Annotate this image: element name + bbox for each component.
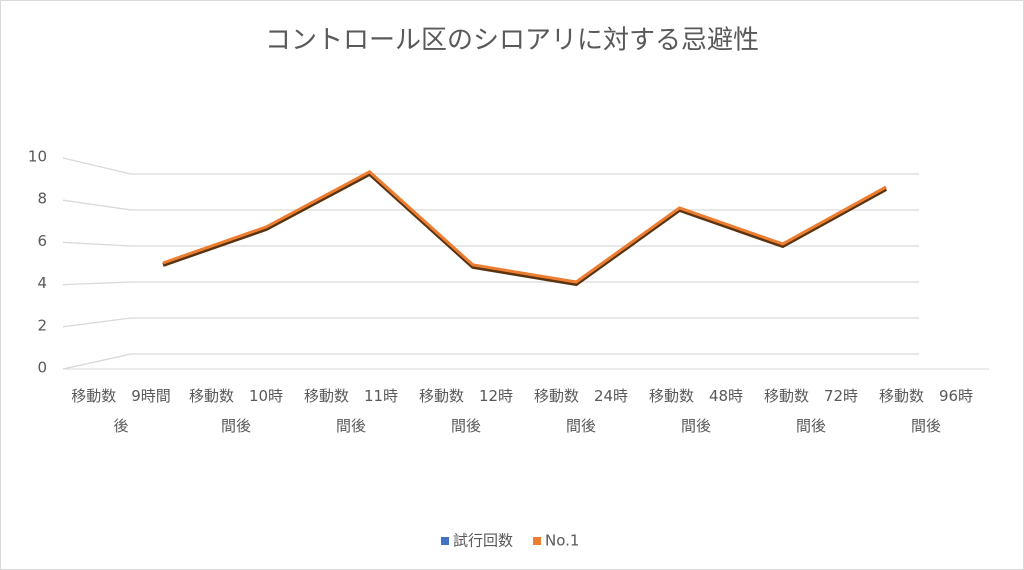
- x-tick-label: 移動数 72時間後: [763, 387, 859, 435]
- line-shadow: [162, 171, 888, 287]
- legend-label: 試行回数: [453, 532, 513, 550]
- grid-line: [62, 199, 919, 211]
- y-tick-label: 4: [37, 274, 47, 292]
- y-tick-label: 8: [37, 190, 47, 208]
- y-tick-label: 6: [37, 232, 47, 250]
- x-tick-label: 移動数 24時間後: [533, 387, 629, 435]
- legend-label: No.1: [545, 532, 579, 550]
- legend-swatch: [441, 537, 449, 545]
- x-tick-label: 移動数 48時間後: [648, 387, 744, 435]
- x-tick-label: 移動数 9時間後: [71, 387, 171, 435]
- chart-title: コントロール区のシロアリに対する忌避性: [265, 26, 759, 56]
- x-tick-label: 移動数 12時間後: [418, 387, 514, 435]
- y-tick-label: 0: [37, 359, 47, 377]
- series-line: [162, 169, 887, 284]
- x-tick-label: 移動数 11時間後: [303, 387, 399, 435]
- x-tick-label: 移動数 96時間後: [878, 387, 974, 435]
- x-axis-line: [62, 353, 132, 370]
- legend-swatch: [533, 537, 542, 545]
- x-tick-label: 移動数 10時間後: [188, 387, 284, 435]
- grid-line: [62, 353, 919, 370]
- y-tick-label: 2: [37, 316, 47, 334]
- grid-line: [62, 157, 919, 175]
- y-tick-label: 10: [28, 148, 47, 166]
- grid-line: [62, 281, 919, 286]
- grid-line: [62, 317, 919, 328]
- grid-line: [62, 241, 919, 247]
